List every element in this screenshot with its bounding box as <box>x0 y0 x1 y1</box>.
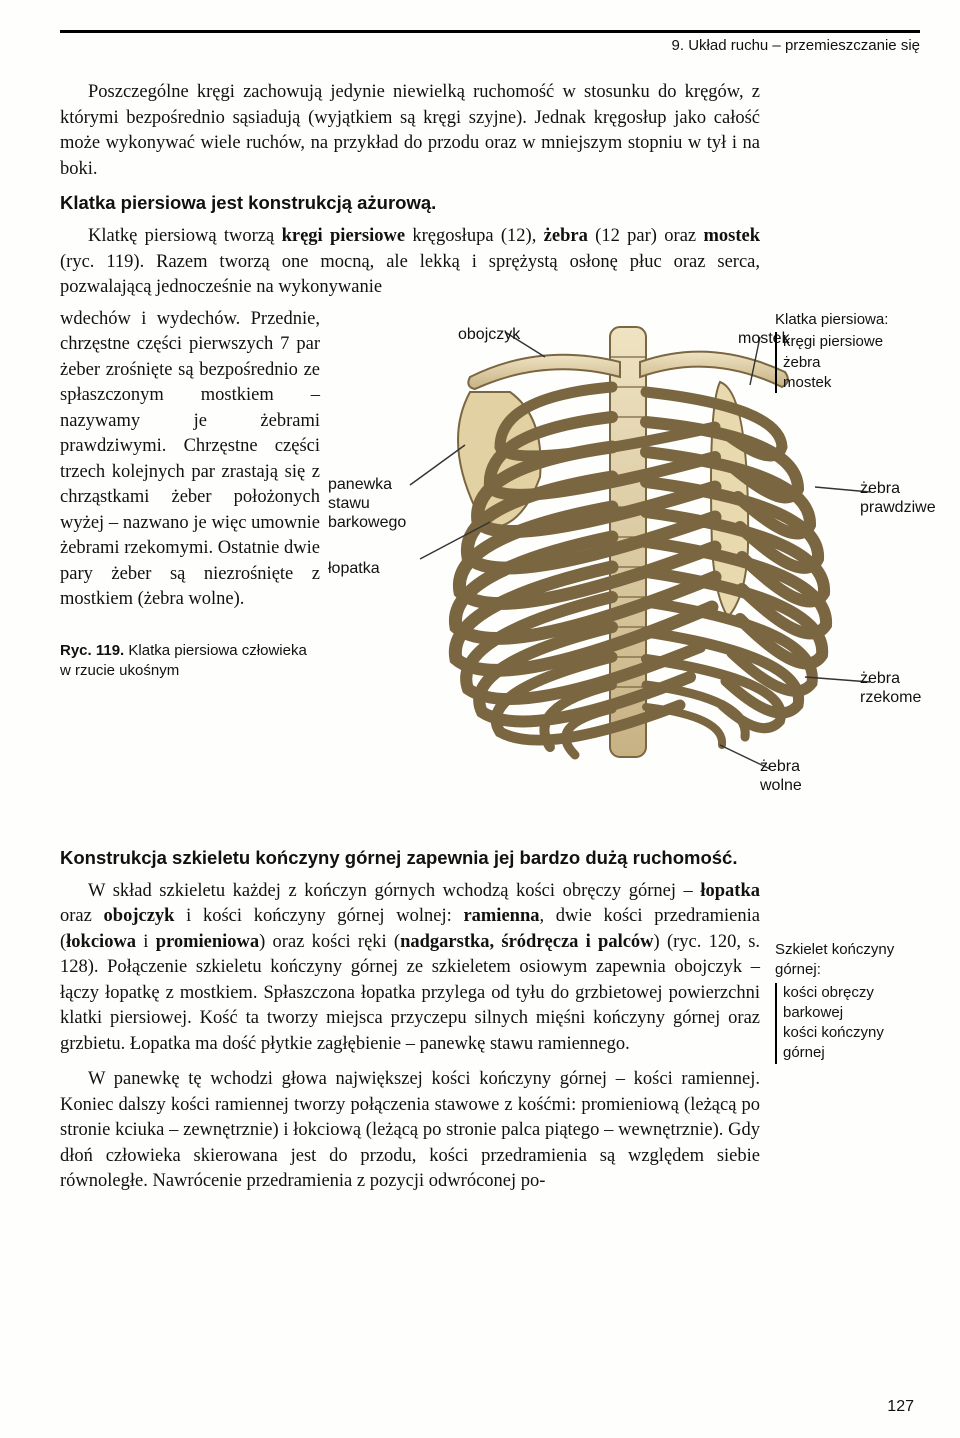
sidenote-szkielet: Szkielet kończyny górnej: kości obręczy … <box>775 940 920 1064</box>
sidenote-item: kości obręczy barkowej <box>783 983 920 1024</box>
sidenote-klatka: Klatka piersiowa: kręgi piersiowe żebra … <box>775 310 920 393</box>
text: (ryc. 119). Razem tworzą one mocną, ale … <box>60 252 760 298</box>
label-zebra-wolne: żebra wolne <box>760 757 840 795</box>
sidenote-title: Klatka piersiowa: <box>775 310 920 330</box>
figure-caption-number: Ryc. 119. <box>60 642 124 659</box>
label-zebra-prawdziwe: żebra prawdziwe <box>860 479 950 517</box>
sidenote-item: kości kończyny górnej <box>783 1023 920 1064</box>
sidenote-item: kręgi piersiowe <box>783 332 920 352</box>
page-number: 127 <box>887 1398 914 1416</box>
page: 9. Układ ruchu – przemieszczanie się Pos… <box>0 0 960 1438</box>
sidenote-item: mostek <box>783 373 920 393</box>
sidenote-list: kości obręczy barkowej kości kończyny gó… <box>775 983 920 1064</box>
sidenote-item: żebra <box>783 353 920 373</box>
paragraph-limb-1: W skład szkieletu każdej z kończyn górny… <box>60 879 760 1058</box>
paragraph-wrap: wdechów i wydechów. Przednie, chrzęstne … <box>60 307 320 613</box>
sidenote-title: Szkielet kończyny górnej: <box>775 940 920 981</box>
label-zebra-rzekome: żebra rzekome <box>860 669 950 707</box>
paragraph-intro: Poszczególne kręgi zachowują jedynie nie… <box>60 80 760 182</box>
running-header: 9. Układ ruchu – przemieszczanie się <box>60 37 920 54</box>
label-obojczyk: obojczyk <box>458 325 520 344</box>
heading-konczyna: Konstrukcja szkieletu kończyny górnej za… <box>60 847 760 869</box>
figure-caption: Ryc. 119. Klatka piersiowa człowieka w r… <box>60 641 320 682</box>
label-panewka: panewka stawu barkowego <box>328 475 418 533</box>
label-lopatka: łopatka <box>328 559 380 578</box>
text: kręgosłupa (12), <box>405 226 544 246</box>
text: Klatkę piersiową tworzą <box>88 226 282 246</box>
term-kregi-piersiowe: kręgi piersiowe <box>282 226 405 246</box>
sidenote-list: kręgi piersiowe żebra mostek <box>775 332 920 393</box>
paragraph-klatka: Klatkę piersiową tworzą kręgi piersiowe … <box>60 224 760 301</box>
heading-klatka: Klatka piersiowa jest konstrukcją ażurow… <box>60 192 760 214</box>
paragraph-limb-2: W panewkę tę wchodzi głowa największej k… <box>60 1067 760 1195</box>
main-column: Poszczególne kręgi zachowują jedynie nie… <box>60 80 760 1195</box>
term-zebra: żebra <box>544 226 588 246</box>
term-mostek: mostek <box>703 226 760 246</box>
figure-zone: wdechów i wydechów. Przednie, chrzęstne … <box>60 307 760 837</box>
header-rule <box>60 30 920 33</box>
text: (12 par) oraz <box>588 226 704 246</box>
